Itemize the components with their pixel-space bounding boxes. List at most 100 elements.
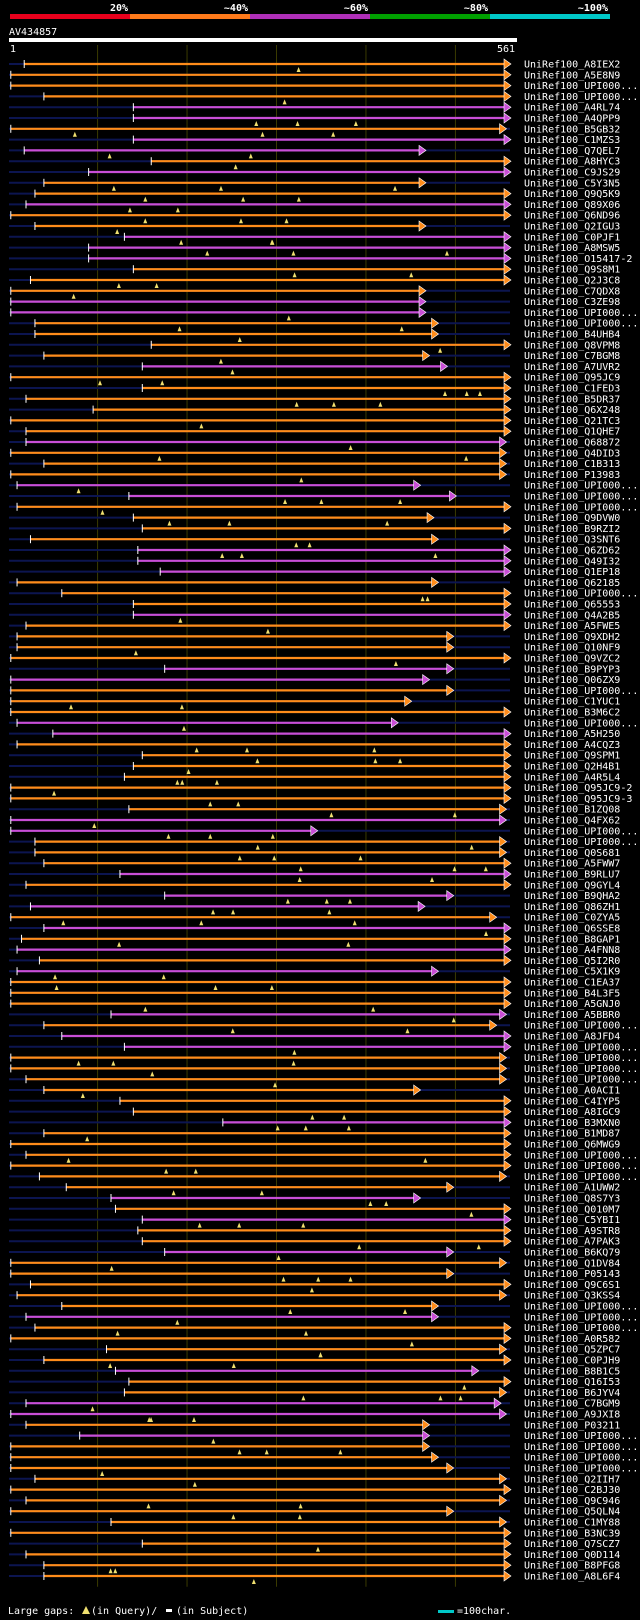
- hit-row[interactable]: UniRef100_C0ZYA5: [9, 911, 620, 926]
- hit-row[interactable]: UniRef100_A8IGC9: [9, 1106, 620, 1120]
- hit-row[interactable]: UniRef100_C9JS29: [9, 166, 620, 179]
- hit-label[interactable]: UniRef100_Q5QLN4: [524, 1507, 620, 1518]
- hit-label[interactable]: UniRef100_A5H250: [524, 729, 620, 740]
- hit-label[interactable]: UniRef100_B6KQ79: [524, 1248, 620, 1259]
- hit-row[interactable]: UniRef100_Q2IIH7: [9, 1473, 620, 1487]
- hit-row[interactable]: UniRef100_A8IEX2: [9, 58, 620, 72]
- hit-row[interactable]: UniRef100_UPI000...: [9, 1149, 638, 1163]
- hit-row[interactable]: UniRef100_B9RLU7: [9, 868, 620, 882]
- hit-row[interactable]: UniRef100_A5E8N9: [9, 69, 620, 82]
- hit-row[interactable]: UniRef100_Q9SPM1: [9, 749, 620, 764]
- hit-row[interactable]: UniRef100_UPI000...: [9, 1160, 638, 1174]
- hit-label[interactable]: UniRef100_UPI000...: [524, 1042, 638, 1053]
- hit-row[interactable]: UniRef100_Q9C6S1: [9, 1278, 620, 1293]
- hit-row[interactable]: UniRef100_B9PYP3: [9, 663, 620, 676]
- hit-row[interactable]: UniRef100_B9QHA2: [9, 890, 620, 904]
- hit-row[interactable]: UniRef100_UPI000...: [9, 825, 638, 839]
- hit-row[interactable]: UniRef100_C5X1K9: [9, 965, 620, 980]
- hit-label[interactable]: UniRef100_Q7SCZ7: [524, 1539, 620, 1550]
- hit-row[interactable]: UniRef100_Q8VPM8: [9, 339, 620, 353]
- hit-label[interactable]: UniRef100_P03211: [524, 1420, 620, 1431]
- hit-label[interactable]: UniRef100_Q9C946: [524, 1496, 620, 1507]
- hit-label[interactable]: UniRef100_A5BBR0: [524, 1010, 620, 1021]
- hit-label[interactable]: UniRef100_Q8S7Y3: [524, 1194, 620, 1205]
- hit-label[interactable]: UniRef100_Q9VZC2: [524, 654, 620, 665]
- hit-row[interactable]: UniRef100_A7UVR2: [9, 360, 620, 375]
- hit-label[interactable]: UniRef100_B3M6C2: [524, 708, 620, 719]
- hit-label[interactable]: UniRef100_Q86ZH1: [524, 902, 620, 913]
- hit-label[interactable]: UniRef100_Q3SNT6: [524, 535, 620, 546]
- hit-row[interactable]: UniRef100_UPI000...: [9, 501, 638, 515]
- hit-label[interactable]: UniRef100_C1FED3: [524, 384, 620, 395]
- hit-row[interactable]: UniRef100_A9STR8: [9, 1224, 620, 1237]
- hit-label[interactable]: UniRef100_Q68872: [524, 438, 620, 449]
- hit-row[interactable]: UniRef100_UPI000...: [9, 490, 638, 504]
- hit-row[interactable]: UniRef100_UPI000...: [9, 479, 638, 494]
- hit-row[interactable]: UniRef100_C1FED3: [9, 382, 620, 396]
- hit-label[interactable]: UniRef100_Q95JC9-3: [524, 794, 632, 805]
- hit-row[interactable]: UniRef100_UPI000...: [9, 80, 638, 93]
- hit-row[interactable]: UniRef100_Q1EP18: [9, 566, 620, 579]
- hit-label[interactable]: UniRef100_A7UVR2: [524, 362, 620, 373]
- hit-label[interactable]: UniRef100_Q6ZD62: [524, 546, 620, 557]
- hit-row[interactable]: UniRef100_O15417-2: [9, 252, 632, 265]
- hit-label[interactable]: UniRef100_P05143: [524, 1269, 620, 1280]
- hit-label[interactable]: UniRef100_Q49I32: [524, 556, 620, 567]
- hit-label[interactable]: UniRef100_Q9S8M1: [524, 265, 620, 276]
- hit-label[interactable]: UniRef100_A5E8N9: [524, 70, 620, 81]
- hit-label[interactable]: UniRef100_Q9GYL4: [524, 880, 620, 891]
- hit-label[interactable]: UniRef100_A8IGC9: [524, 1107, 620, 1118]
- hit-label[interactable]: UniRef100_A8HYC3: [524, 157, 620, 168]
- hit-label[interactable]: UniRef100_UPI000...: [524, 81, 638, 92]
- hit-label[interactable]: UniRef100_C4IYP5: [524, 1096, 620, 1107]
- hit-row[interactable]: UniRef100_B6JYV4: [9, 1386, 620, 1401]
- hit-label[interactable]: UniRef100_A8JFD4: [524, 1032, 620, 1043]
- hit-label[interactable]: UniRef100_B8PFG8: [524, 1561, 620, 1572]
- hit-row[interactable]: UniRef100_Q16I53: [9, 1376, 620, 1390]
- hit-row[interactable]: UniRef100_C0PJH9: [9, 1354, 620, 1368]
- hit-label[interactable]: UniRef100_Q1DV84: [524, 1258, 620, 1269]
- hit-row[interactable]: UniRef100_B5DR37: [9, 393, 620, 407]
- hit-row[interactable]: UniRef100_Q9Q5K9: [9, 188, 620, 202]
- hit-row[interactable]: UniRef100_C7BGM9: [9, 1397, 620, 1412]
- hit-row[interactable]: UniRef100_C7QDX8: [9, 285, 620, 299]
- hit-row[interactable]: UniRef100_A5FWE5: [9, 620, 620, 634]
- hit-row[interactable]: UniRef100_C2BJ30: [9, 1484, 620, 1497]
- hit-label[interactable]: UniRef100_Q9XDH2: [524, 632, 620, 643]
- hit-label[interactable]: UniRef100_A5GNJ0: [524, 999, 620, 1010]
- hit-label[interactable]: UniRef100_B9RZI2: [524, 524, 620, 535]
- hit-label[interactable]: UniRef100_UPI000...: [524, 1053, 638, 1064]
- hit-label[interactable]: UniRef100_B3MXN0: [524, 1118, 620, 1129]
- hit-row[interactable]: UniRef100_A0ACI1: [9, 1084, 620, 1098]
- hit-row[interactable]: UniRef100_P05143: [9, 1268, 620, 1282]
- hit-label[interactable]: UniRef100_Q9C6S1: [524, 1280, 620, 1291]
- hit-row[interactable]: UniRef100_A4R5L4: [9, 771, 620, 785]
- hit-row[interactable]: UniRef100_A8MSW5: [9, 242, 620, 256]
- hit-row[interactable]: UniRef100_Q1DV84: [9, 1257, 620, 1271]
- hit-row[interactable]: UniRef100_UPI000...: [9, 1311, 638, 1325]
- hit-label[interactable]: UniRef100_Q9DVW0: [524, 513, 620, 524]
- hit-label[interactable]: UniRef100_UPI000...: [524, 502, 638, 513]
- hit-row[interactable]: UniRef100_Q8S7Y3: [9, 1192, 620, 1206]
- hit-row[interactable]: UniRef100_B4UHB4: [9, 328, 620, 342]
- hit-row[interactable]: UniRef100_C3ZE98: [9, 296, 620, 309]
- hit-label[interactable]: UniRef100_B9RLU7: [524, 870, 620, 881]
- hit-row[interactable]: UniRef100_Q010M7: [9, 1203, 620, 1217]
- hit-label[interactable]: UniRef100_B4L3F5: [524, 988, 620, 999]
- hit-row[interactable]: UniRef100_P13983: [9, 468, 620, 483]
- hit-row[interactable]: UniRef100_B3NC39: [9, 1527, 620, 1540]
- hit-row[interactable]: UniRef100_A0R582: [9, 1332, 620, 1347]
- hit-label[interactable]: UniRef100_B9QHA2: [524, 891, 620, 902]
- hit-label[interactable]: UniRef100_C1EA37: [524, 978, 620, 989]
- hit-label[interactable]: UniRef100_A9STR8: [524, 1226, 620, 1237]
- hit-row[interactable]: UniRef100_A5FWW7: [9, 857, 620, 872]
- hit-label[interactable]: UniRef100_Q0S681: [524, 848, 620, 859]
- hit-row[interactable]: UniRef100_Q6MWG9: [9, 1138, 620, 1151]
- hit-label[interactable]: UniRef100_UPI000...: [524, 1064, 638, 1075]
- hit-label[interactable]: UniRef100_Q4DID3: [524, 448, 620, 459]
- hit-label[interactable]: UniRef100_Q2IGU3: [524, 222, 620, 233]
- hit-label[interactable]: UniRef100_UPI000...: [524, 837, 638, 848]
- hit-row[interactable]: UniRef100_Q2J3C8: [9, 274, 620, 288]
- hit-label[interactable]: UniRef100_B5GB32: [524, 124, 620, 135]
- hit-label[interactable]: UniRef100_A1UWW2: [524, 1183, 620, 1194]
